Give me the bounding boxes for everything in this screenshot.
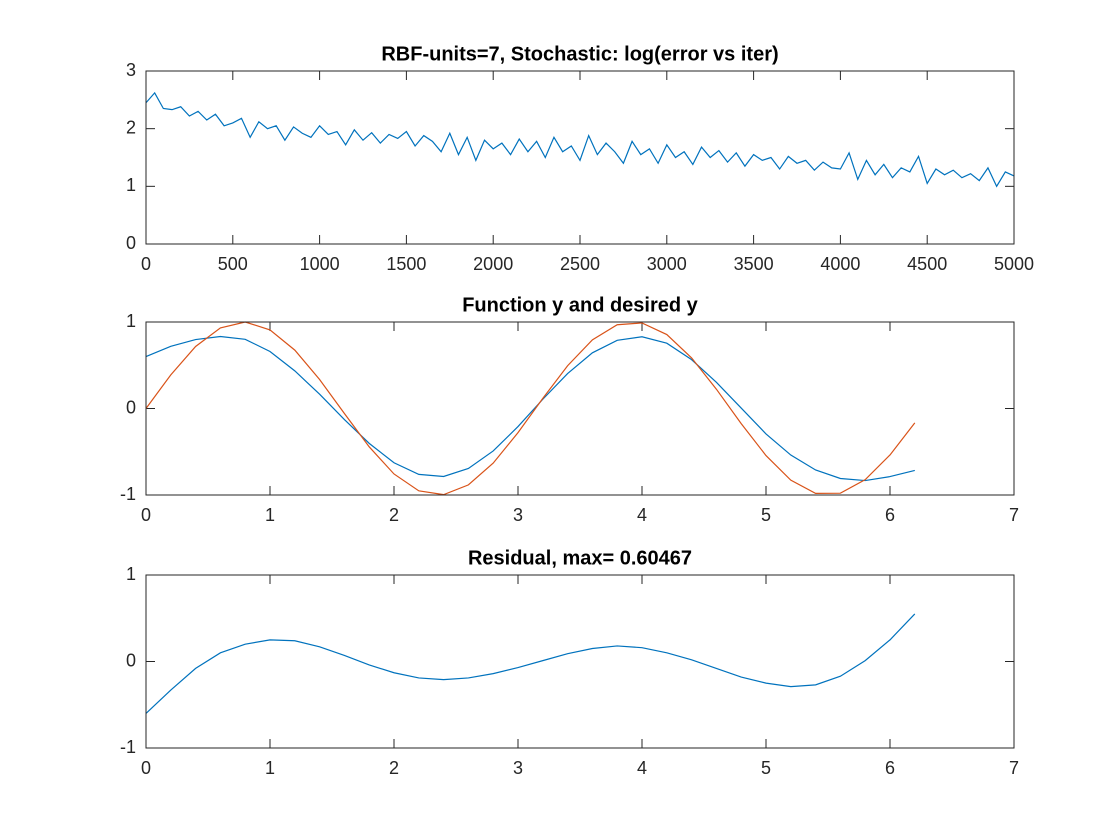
data-line xyxy=(145,613,916,714)
axes-box xyxy=(145,574,1015,749)
x-tick-label: 6 xyxy=(885,505,895,525)
x-tick-label: 1 xyxy=(265,505,275,525)
chart-title: Function y and desired y xyxy=(462,294,698,316)
x-tick-label: 2500 xyxy=(560,254,600,274)
x-tick-label: 3000 xyxy=(647,254,687,274)
x-tick-label: 1000 xyxy=(300,254,340,274)
y-tick-label: 3 xyxy=(126,60,136,80)
x-tick-label: 5 xyxy=(761,505,771,525)
data-line xyxy=(145,91,1015,188)
x-tick-label: 4000 xyxy=(820,254,860,274)
chart-title: Residual, max= 0.60467 xyxy=(468,547,692,569)
x-tick-label: 3500 xyxy=(734,254,774,274)
x-tick-label: 5000 xyxy=(994,254,1034,274)
x-tick-label: 1500 xyxy=(386,254,426,274)
x-tick-label: 3 xyxy=(513,505,523,525)
x-tick-label: 2000 xyxy=(473,254,513,274)
chart-title: RBF-units=7, Stochastic: log(error vs it… xyxy=(381,43,778,65)
x-tick-label: 4 xyxy=(637,758,647,778)
x-tick-label: 4500 xyxy=(907,254,947,274)
x-tick-label: 7 xyxy=(1009,758,1019,778)
axes-box xyxy=(145,321,1015,496)
x-tick-label: 500 xyxy=(218,254,248,274)
y-tick-label: 1 xyxy=(126,311,136,331)
x-tick-label: 1 xyxy=(265,758,275,778)
axes-box xyxy=(145,70,1015,245)
y-tick-label: 0 xyxy=(126,650,136,670)
data-line xyxy=(145,321,916,496)
y-tick-label: 0 xyxy=(126,233,136,253)
y-tick-label: -1 xyxy=(120,484,136,504)
axes-background xyxy=(146,575,1014,748)
x-tick-label: 0 xyxy=(141,758,151,778)
x-tick-label: 4 xyxy=(637,505,647,525)
x-tick-label: 5 xyxy=(761,758,771,778)
y-tick-label: 1 xyxy=(126,564,136,584)
data-line xyxy=(145,335,915,482)
x-tick-label: 6 xyxy=(885,758,895,778)
x-tick-label: 0 xyxy=(141,505,151,525)
y-tick-label: 2 xyxy=(126,117,136,137)
axes-background xyxy=(146,322,1014,495)
x-tick-label: 2 xyxy=(389,505,399,525)
y-tick-label: -1 xyxy=(120,737,136,757)
axes-background xyxy=(146,71,1014,244)
y-tick-label: 1 xyxy=(126,175,136,195)
x-tick-label: 3 xyxy=(513,758,523,778)
x-tick-label: 7 xyxy=(1009,505,1019,525)
y-tick-label: 0 xyxy=(126,397,136,417)
x-tick-label: 2 xyxy=(389,758,399,778)
x-tick-label: 0 xyxy=(141,254,151,274)
